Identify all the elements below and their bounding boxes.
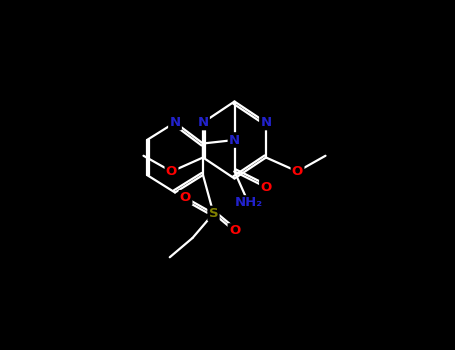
Text: O: O: [180, 191, 191, 204]
Text: N: N: [197, 116, 208, 129]
Text: O: O: [229, 224, 240, 238]
Text: N: N: [169, 116, 181, 129]
Text: S: S: [209, 207, 218, 220]
Text: O: O: [260, 181, 272, 194]
Text: O: O: [166, 165, 177, 178]
Text: N: N: [260, 116, 272, 129]
Text: N: N: [229, 133, 240, 147]
Text: O: O: [292, 165, 303, 178]
Text: NH₂: NH₂: [234, 196, 263, 210]
